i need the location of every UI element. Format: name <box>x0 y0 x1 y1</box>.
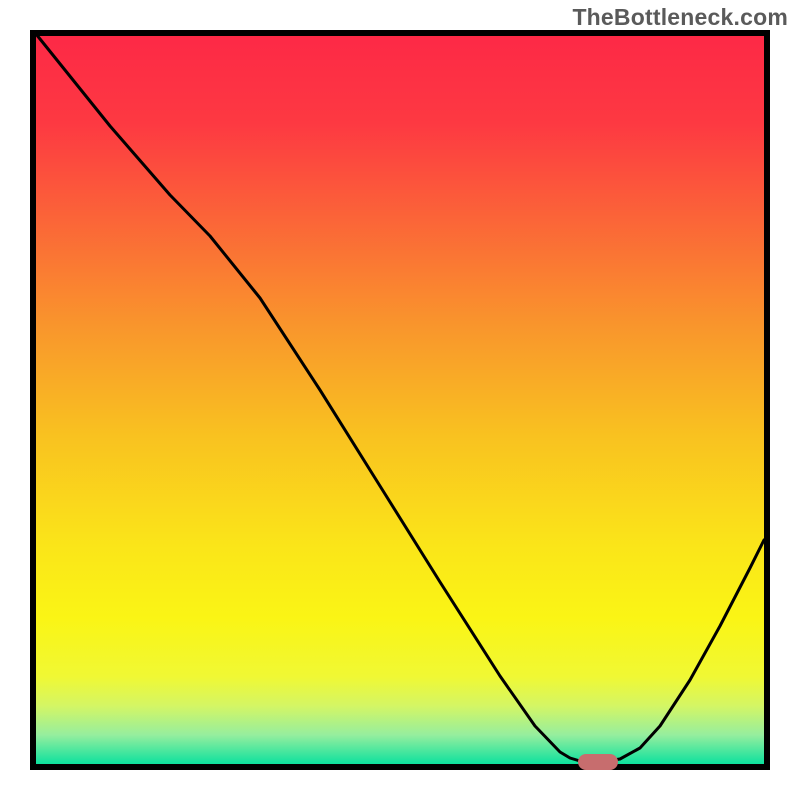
chart-canvas: TheBottleneck.com <box>0 0 800 800</box>
chart-svg <box>0 0 800 800</box>
highlight-marker <box>578 754 618 770</box>
gradient-background <box>36 36 764 764</box>
